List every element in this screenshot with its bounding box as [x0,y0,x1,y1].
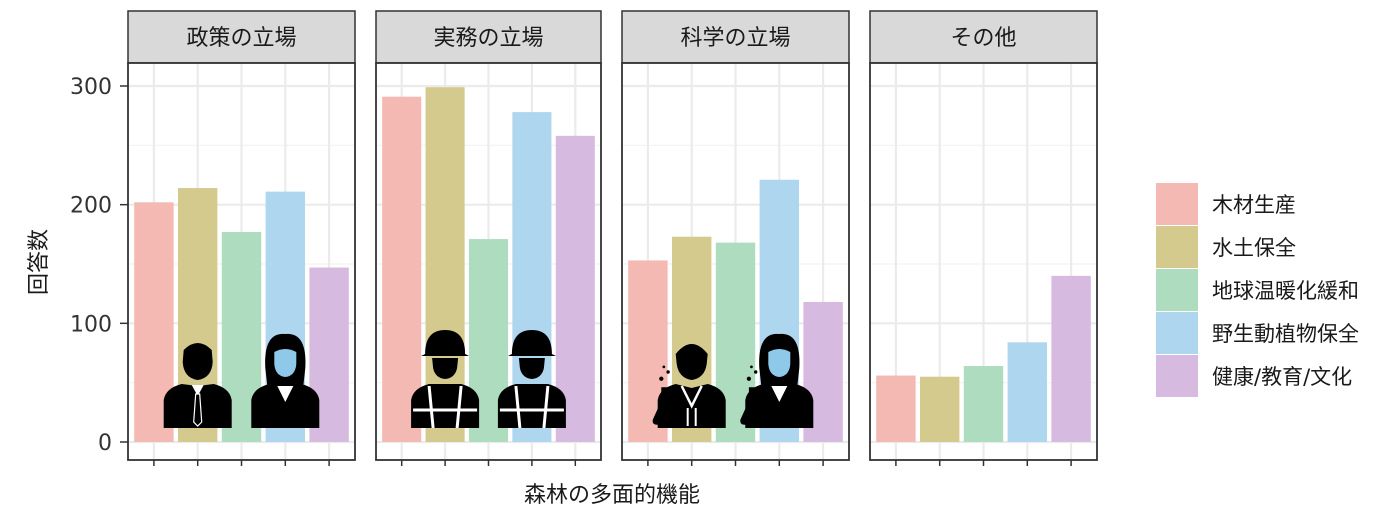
bar-2 [919,376,960,442]
y-tick-label: 100 [70,312,112,337]
legend-swatch [1156,183,1198,225]
facet-panel: その他 [869,10,1098,466]
legend-swatch [1156,269,1198,311]
bar-1 [382,96,422,443]
y-axis-title: 回答数 [27,229,52,295]
bar-3 [963,366,1004,442]
bar-2 [425,87,465,442]
legend-label: 野生動植物保全 [1212,322,1359,346]
facet-strip-label: 政策の立場 [186,26,296,51]
legend-swatch [1156,355,1198,397]
legend-label: 水土保全 [1212,236,1296,260]
facet-strip [869,10,1098,64]
legend-label: 木材生産 [1212,193,1296,217]
facet-panel: 実務の立場 [375,10,602,466]
facet-strip [375,10,602,64]
facet-strip-label: 実務の立場 [433,26,543,51]
y-tick-label: 0 [98,431,112,456]
legend-swatch [1156,226,1198,268]
facet-strip [621,10,850,64]
facet-panel: 政策の立場 [127,10,356,466]
y-tick-label: 300 [70,75,112,100]
bar-5 [555,135,595,442]
bar-4 [1007,342,1048,442]
facet-strip-label: 科学の立場 [680,26,790,51]
bar-1 [876,375,916,442]
x-axis-title: 森林の多面的機能 [524,483,700,508]
facet-strip-label: その他 [950,26,1016,51]
legend-swatch [1156,312,1198,354]
facet-strip [127,10,356,64]
y-tick-label: 200 [70,194,112,219]
legend-label: 地球温暖化緩和 [1212,279,1359,303]
facet-panel: 科学の立場 [621,10,850,466]
bar-5 [1051,275,1091,442]
legend-label: 健康/教育/文化 [1212,365,1352,389]
